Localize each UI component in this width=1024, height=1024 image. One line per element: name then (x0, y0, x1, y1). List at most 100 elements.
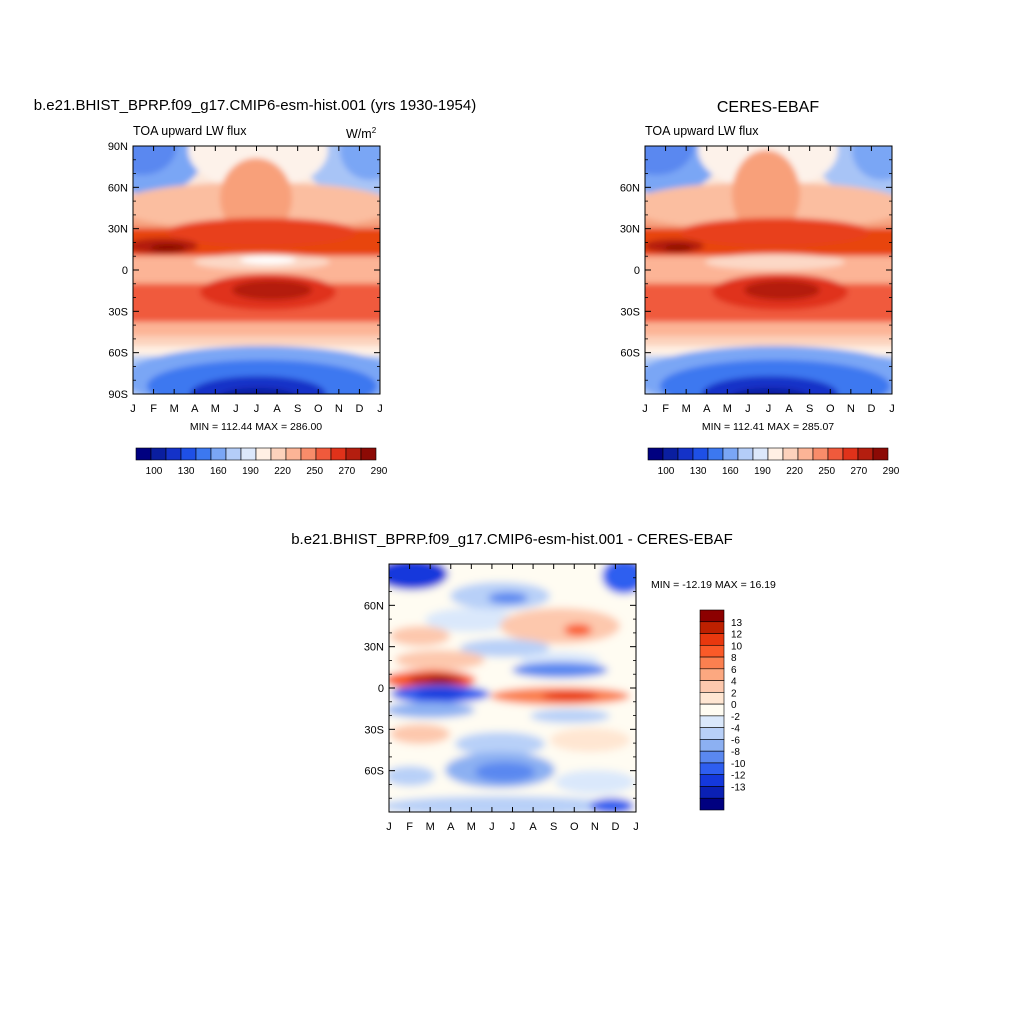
panel-diff-title: b.e21.BHIST_BPRP.f09_g17.CMIP6-esm-hist.… (291, 531, 733, 548)
x-tick-label: A (529, 821, 537, 833)
colorbar-label: 0 (731, 700, 737, 711)
panel-diff-field (389, 564, 636, 812)
x-tick-label: M (211, 403, 220, 415)
x-tick-label: O (570, 821, 579, 833)
colorbar-swatch (330, 447, 347, 461)
colorbar-swatch (699, 633, 725, 646)
y-tick-label: 60N (108, 182, 128, 194)
colorbar-label: 270 (339, 466, 356, 477)
colorbar-swatch (270, 447, 287, 461)
colorbar-swatch (752, 447, 769, 461)
colorbar-swatch (315, 447, 332, 461)
colorbar-swatch (662, 447, 679, 461)
colorbar-swatch (135, 447, 152, 461)
units-exponent: 2 (372, 126, 377, 135)
x-tick-label: S (294, 403, 301, 415)
colorbar-swatch (210, 447, 227, 461)
colorbar-swatch (699, 621, 725, 634)
colorbar-label: 2 (731, 688, 737, 699)
colorbar-label: 220 (786, 466, 803, 477)
y-tick-label: 30S (620, 306, 640, 318)
panel-model-units: W/m2 (346, 126, 377, 141)
x-tick-label: A (273, 403, 281, 415)
colorbar-label: 290 (883, 466, 900, 477)
colorbar-swatch (872, 447, 889, 461)
colorbar-swatch (699, 786, 725, 799)
x-tick-label: J (386, 821, 392, 833)
y-tick-label: 30N (108, 224, 128, 236)
colorbar-label: 13 (731, 618, 743, 629)
x-tick-label: N (847, 403, 855, 415)
colorbar-label: 190 (754, 466, 771, 477)
x-tick-label: O (826, 403, 835, 415)
colorbar-swatch (707, 447, 724, 461)
colorbar-swatch (699, 680, 725, 693)
panel-model-colorbar: 100 130 160 190 220 250 270 290 (135, 447, 388, 477)
panel-obs-field (645, 146, 892, 394)
colorbar-swatch (360, 447, 377, 461)
x-tick-label: F (150, 403, 157, 415)
x-tick-label: M (723, 403, 732, 415)
colorbar-swatch (827, 447, 844, 461)
colorbar-swatch (699, 703, 725, 717)
x-tick-label: M (426, 821, 435, 833)
x-tick-label: J (510, 821, 516, 833)
colorbar-label: 270 (851, 466, 868, 477)
panel-obs-left-label: TOA upward LW flux (645, 124, 759, 138)
x-tick-label: J (642, 403, 648, 415)
x-tick-label: J (889, 403, 895, 415)
colorbar-label: 12 (731, 630, 743, 641)
colorbar-swatch (150, 447, 167, 461)
colorbar-swatch (767, 447, 784, 461)
colorbar-swatch (812, 447, 829, 461)
x-tick-label: J (745, 403, 751, 415)
colorbar-label: 6 (731, 665, 737, 676)
colorbar-swatch (255, 447, 272, 461)
x-tick-label: D (867, 403, 875, 415)
units-base: W/m (346, 127, 372, 141)
colorbar-label: -8 (731, 747, 740, 758)
y-tick-label: 30N (364, 642, 384, 654)
colorbar-label: -6 (731, 735, 740, 746)
x-tick-label: O (314, 403, 323, 415)
colorbar-label: 250 (818, 466, 835, 477)
colorbar-label: 250 (306, 466, 323, 477)
panel-diff: b.e21.BHIST_BPRP.f09_g17.CMIP6-esm-hist.… (291, 531, 776, 833)
y-tick-label: 30N (620, 224, 640, 236)
panel-obs-title: CERES-EBAF (717, 99, 819, 116)
panel-obs-stats: MIN = 112.41 MAX = 285.07 (702, 421, 834, 433)
colorbar-swatch (240, 447, 257, 461)
colorbar-swatch (857, 447, 874, 461)
colorbar-swatch (699, 762, 725, 776)
panel-obs: CERES-EBAF TOA upward LW flux (620, 99, 900, 477)
x-tick-label: J (633, 821, 639, 833)
y-tick-label: 60S (108, 348, 128, 360)
y-tick-label: 30S (364, 724, 384, 736)
colorbar-label: 100 (146, 466, 163, 477)
colorbar-swatch (300, 447, 317, 461)
x-tick-label: N (591, 821, 599, 833)
colorbar-label: 160 (722, 466, 739, 477)
colorbar-label: 4 (731, 677, 737, 688)
y-tick-label: 0 (634, 265, 640, 277)
colorbar-swatch (699, 609, 725, 623)
panel-model-y-axis: 90N 60N 30N 0 30S 60S 90S (108, 141, 380, 401)
y-tick-label: 60N (620, 182, 640, 194)
x-tick-label: A (703, 403, 711, 415)
colorbar-swatch (699, 668, 725, 681)
y-tick-label: 90N (108, 141, 128, 153)
colorbar-swatch (842, 447, 859, 461)
colorbar-swatch (782, 447, 799, 461)
colorbar-swatch (692, 447, 709, 461)
y-tick-label: 60N (364, 600, 384, 612)
y-tick-label: 0 (378, 683, 384, 695)
colorbar-swatch (647, 447, 664, 461)
y-tick-label: 30S (108, 306, 128, 318)
colorbar-swatch (722, 447, 739, 461)
panel-model-title: b.e21.BHIST_BPRP.f09_g17.CMIP6-esm-hist.… (34, 97, 476, 114)
x-tick-label: J (377, 403, 383, 415)
